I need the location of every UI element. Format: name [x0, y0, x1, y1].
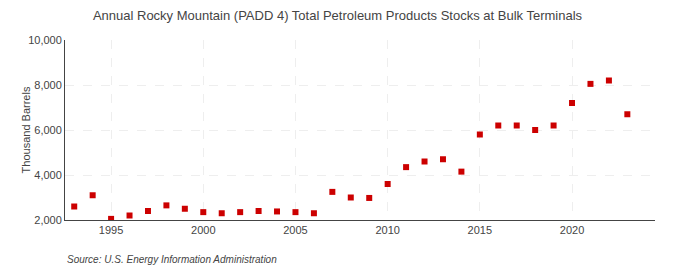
- svg-text:10,000: 10,000: [28, 34, 62, 46]
- svg-text:2020: 2020: [560, 224, 584, 236]
- svg-text:2000: 2000: [191, 224, 215, 236]
- svg-text:4,000: 4,000: [34, 169, 62, 181]
- svg-text:2015: 2015: [468, 224, 492, 236]
- svg-text:Thousand Barrels: Thousand Barrels: [20, 86, 32, 173]
- svg-text:Annual Rocky Mountain (PADD 4): Annual Rocky Mountain (PADD 4) Total Pet…: [93, 8, 583, 23]
- svg-text:2,000: 2,000: [34, 214, 62, 226]
- svg-text:Source: U.S. Energy Informatio: Source: U.S. Energy Information Administ…: [67, 254, 277, 265]
- svg-text:2010: 2010: [375, 224, 399, 236]
- svg-text:2005: 2005: [283, 224, 307, 236]
- svg-text:8,000: 8,000: [34, 79, 62, 91]
- svg-text:6,000: 6,000: [34, 124, 62, 136]
- svg-text:1995: 1995: [99, 224, 123, 236]
